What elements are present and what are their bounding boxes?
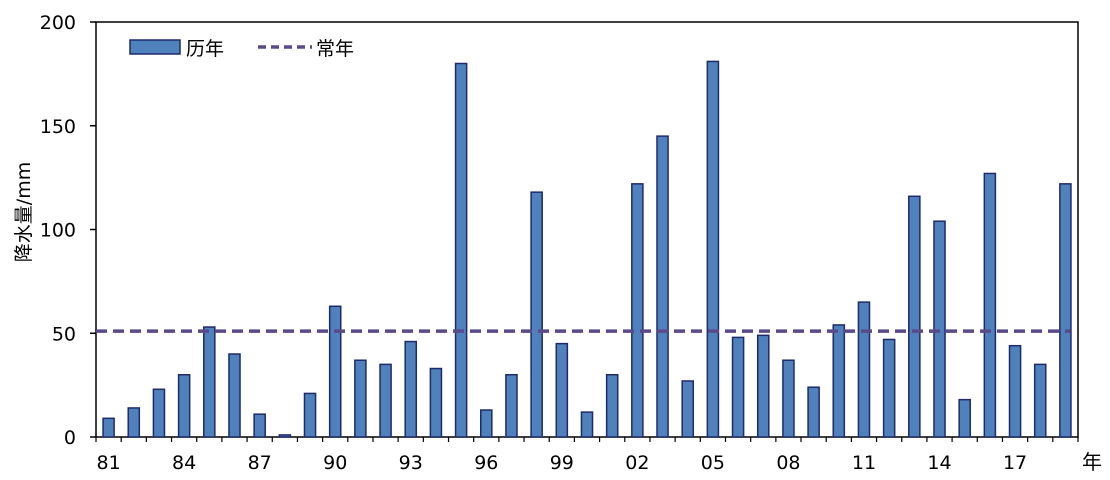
legend-label-bar: 历年 (186, 38, 224, 60)
bar-00 (580, 411, 594, 438)
bar-94 (429, 367, 443, 438)
bar-19 (1059, 183, 1072, 438)
bar-93 (404, 340, 418, 438)
bar-95 (454, 62, 468, 438)
bar-84 (177, 374, 191, 438)
legend-swatch-bar (129, 39, 181, 55)
x-tick-label: 96 (474, 452, 498, 474)
bar-06 (731, 336, 745, 438)
bar-82 (127, 407, 141, 438)
bar-90 (328, 305, 342, 438)
x-axis-unit-label: 年 (1082, 450, 1102, 474)
bar-11 (857, 301, 871, 438)
x-tick-label: 84 (172, 452, 196, 474)
x-tick-label: 87 (248, 452, 272, 474)
legend: 历年 常年 (129, 38, 354, 60)
plot-area-frame (95, 21, 1079, 438)
y-tick-label: 150 (40, 116, 76, 138)
bar-92 (379, 363, 392, 438)
bar-85 (203, 326, 216, 438)
legend-label-line: 常年 (316, 38, 354, 60)
x-tick-label: 93 (399, 452, 423, 474)
x-tick-label: 90 (323, 452, 347, 474)
y-tick-label: 50 (52, 323, 76, 345)
bar-86 (228, 353, 241, 438)
bar-12 (882, 338, 896, 438)
bar-88 (278, 434, 292, 438)
x-tick-label: 05 (701, 452, 725, 474)
bar-04 (681, 380, 695, 438)
bar-16 (983, 172, 997, 438)
bar-18 (1033, 363, 1047, 438)
bar-15 (958, 398, 971, 438)
bar-07 (756, 334, 770, 438)
bar-97 (505, 374, 518, 438)
bar-03 (656, 135, 669, 438)
x-tick-label: 11 (852, 452, 876, 474)
y-tick-label: 200 (40, 12, 76, 34)
bar-01 (605, 374, 619, 438)
bar-87 (253, 413, 266, 438)
x-tick-label: 14 (927, 452, 951, 474)
bar-99 (555, 342, 569, 438)
bar-91 (354, 359, 367, 438)
bar-96 (479, 409, 493, 438)
bar-81 (102, 417, 115, 438)
x-tick-label: 17 (1003, 452, 1027, 474)
bar-10 (832, 324, 846, 438)
bar-14 (933, 220, 946, 438)
y-tick-label: 100 (40, 220, 76, 242)
bar-17 (1008, 344, 1022, 438)
y-tick-label: 0 (64, 427, 76, 449)
bar-08 (782, 359, 795, 438)
y-axis-label: 降水量/mm (13, 162, 35, 262)
bar-05 (706, 60, 720, 438)
bar-89 (303, 392, 317, 438)
bars-layer (102, 60, 1072, 438)
bar-98 (530, 191, 543, 438)
x-tick-label: 81 (96, 452, 120, 474)
bar-02 (631, 183, 644, 438)
x-tick-label: 02 (625, 452, 649, 474)
bar-09 (807, 386, 820, 438)
x-tick-label: 99 (550, 452, 574, 474)
bar-13 (908, 195, 921, 438)
bar-83 (152, 388, 166, 438)
x-tick-label: 08 (776, 452, 800, 474)
